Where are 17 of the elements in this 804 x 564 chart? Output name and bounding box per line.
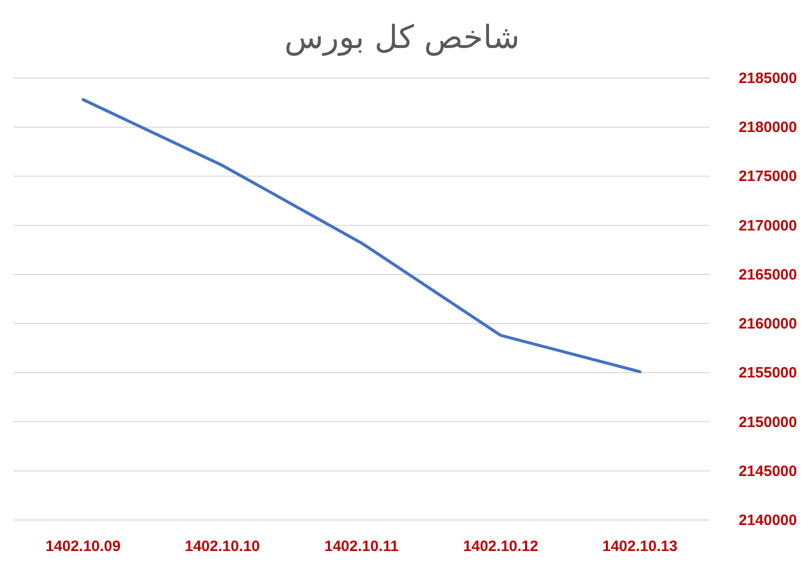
x-tick-label: 1402.10.10 — [184, 538, 260, 555]
x-tick-label: 1402.10.11 — [324, 538, 399, 555]
x-tick-label: 1402.10.13 — [602, 538, 678, 555]
y-tick-label: 2165000 — [738, 266, 797, 284]
x-tick-label: 1402.10.09 — [46, 538, 121, 555]
y-tick-label: 2145000 — [738, 462, 797, 480]
y-tick-label: 2175000 — [738, 168, 797, 186]
y-tick-label: 2170000 — [738, 217, 797, 234]
y-tick-label: 2155000 — [738, 364, 797, 382]
y-tick-label: 2160000 — [738, 316, 797, 333]
x-tick-label: 1402.10.12 — [463, 538, 538, 555]
y-tick-label: 2140000 — [738, 512, 797, 529]
y-tick-label: 2150000 — [738, 414, 797, 431]
y-tick-label: 2180000 — [738, 119, 797, 136]
line-series — [82, 98, 642, 374]
y-tick-label: 2185000 — [738, 70, 797, 87]
chart-title: شاخص کل بورس — [284, 18, 520, 56]
